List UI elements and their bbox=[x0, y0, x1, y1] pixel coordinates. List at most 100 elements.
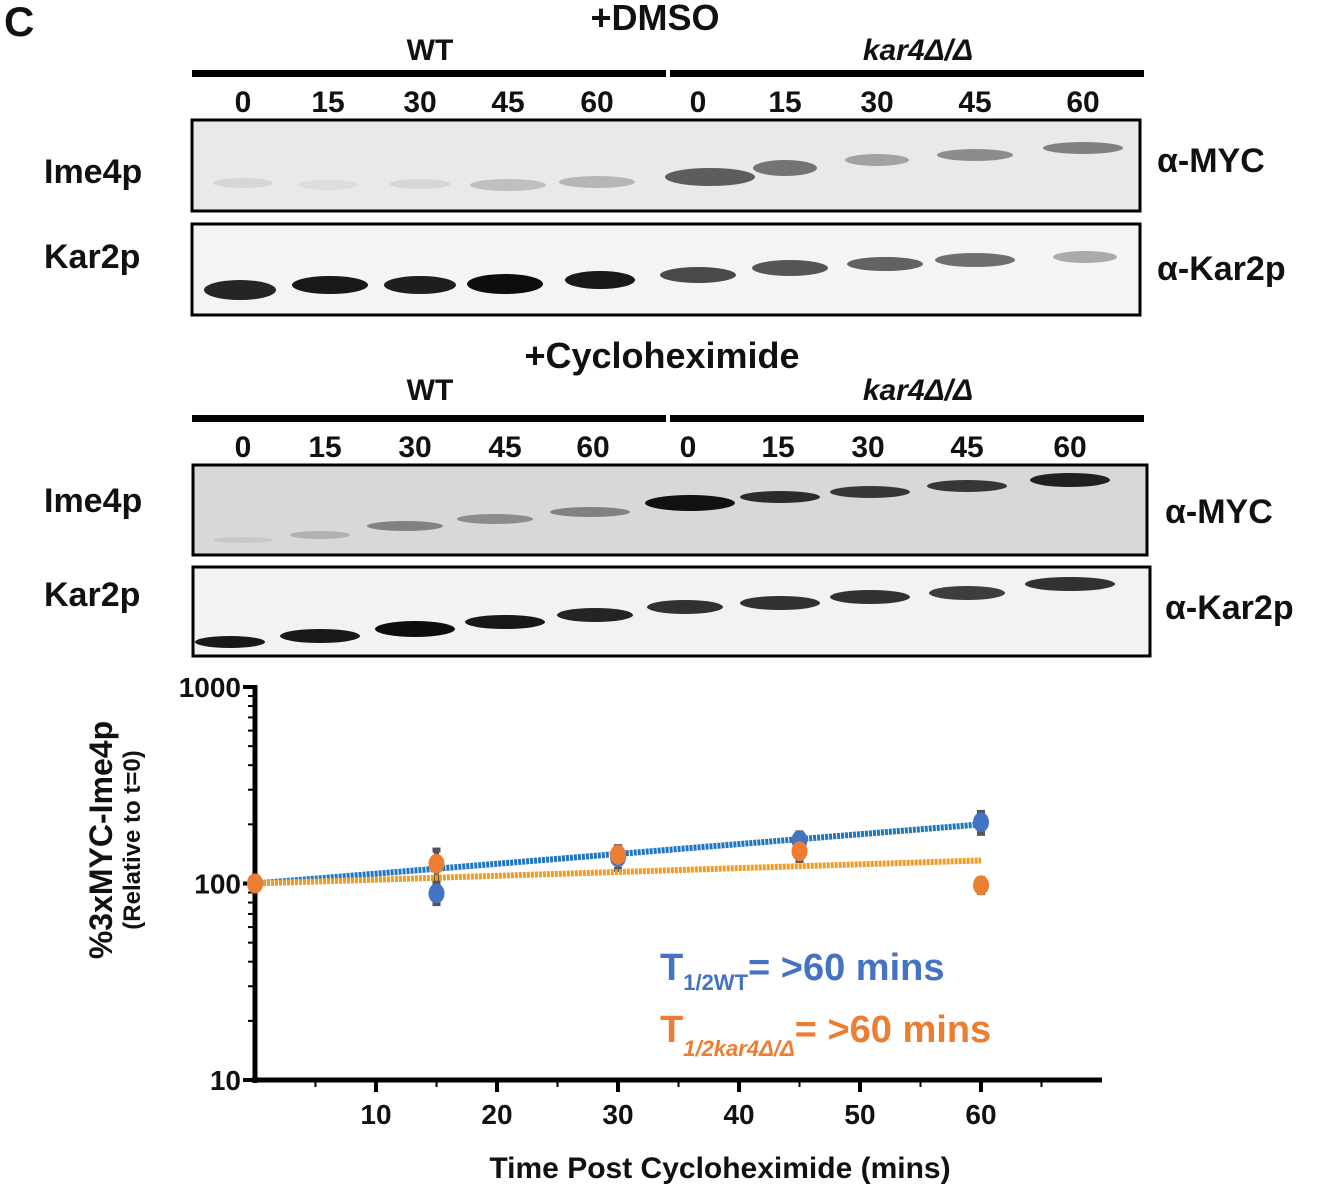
protein-band bbox=[830, 486, 910, 498]
group-label-kar4: kar4Δ/Δ bbox=[863, 34, 973, 67]
x-tick-label: 40 bbox=[723, 1099, 754, 1130]
blot-membrane bbox=[190, 118, 1142, 213]
y-tick-label: 100 bbox=[194, 869, 241, 900]
lane-label: 15 bbox=[768, 86, 801, 119]
blot-membrane bbox=[190, 222, 1142, 317]
protein-band bbox=[752, 260, 828, 276]
lane-label: 15 bbox=[311, 86, 344, 119]
lane-label: 0 bbox=[235, 86, 252, 119]
annotation-kar4-half-life: T1/2kar4Δ/Δ= >60 mins bbox=[660, 1009, 991, 1061]
half-life-chart: 10 100 1000 10 20 30 40 50 60 %3xMYC-Ime4p (Rela… bbox=[83, 672, 1102, 1185]
protein-band bbox=[457, 514, 533, 524]
data-point bbox=[791, 841, 808, 862]
antibody-label-myc: α-MYC bbox=[1157, 142, 1265, 180]
lane-label: 30 bbox=[403, 86, 436, 119]
data-point bbox=[610, 844, 626, 865]
treatment-label: +DMSO bbox=[590, 0, 719, 38]
x-tick-label: 60 bbox=[965, 1099, 996, 1130]
group-bar-kar4 bbox=[670, 415, 1144, 422]
treatment-label: +Cycloheximide bbox=[524, 335, 799, 376]
protein-band bbox=[213, 178, 273, 188]
x-tick-label: 10 bbox=[360, 1099, 391, 1130]
y-tick-label: 1000 bbox=[179, 672, 241, 703]
annotation-wt-half-life: T1/2WT= >60 mins bbox=[660, 947, 944, 995]
data-point bbox=[973, 812, 989, 833]
protein-band bbox=[937, 149, 1013, 161]
lane-label: 0 bbox=[690, 86, 707, 119]
group-label-wt: WT bbox=[407, 34, 454, 67]
protein-band bbox=[927, 480, 1007, 492]
protein-band bbox=[660, 267, 736, 283]
protein-band bbox=[645, 495, 735, 511]
x-tick-label: 50 bbox=[844, 1099, 875, 1130]
antibody-label-myc: α-MYC bbox=[1165, 493, 1273, 531]
protein-band bbox=[665, 168, 755, 186]
lane-label: 45 bbox=[491, 86, 524, 119]
lane-label: 30 bbox=[851, 431, 884, 464]
protein-band bbox=[367, 521, 443, 531]
protein-band bbox=[550, 507, 630, 517]
group-bar-wt bbox=[192, 415, 666, 422]
protein-band bbox=[740, 596, 820, 610]
protein-band bbox=[280, 629, 360, 643]
protein-band bbox=[845, 154, 909, 166]
protein-band bbox=[559, 176, 635, 188]
protein-band bbox=[1043, 142, 1123, 154]
lane-label: 30 bbox=[860, 86, 893, 119]
protein-band bbox=[1025, 577, 1115, 591]
row-label-kar2p: Kar2p bbox=[44, 576, 140, 614]
x-tick-label: 20 bbox=[481, 1099, 512, 1130]
protein-band bbox=[935, 253, 1015, 267]
data-point bbox=[428, 853, 445, 874]
protein-band bbox=[1030, 473, 1110, 487]
antibody-label-kar2p: α-Kar2p bbox=[1157, 250, 1286, 288]
data-point bbox=[247, 873, 263, 894]
blot-cycloheximide: +Cycloheximide WT kar4Δ/Δ 0 15 30 45 60 0 15 30… bbox=[44, 335, 1294, 658]
protein-band bbox=[1053, 251, 1117, 263]
group-label-kar4: kar4Δ/Δ bbox=[863, 374, 973, 407]
protein-band bbox=[740, 491, 820, 503]
lane-label: 60 bbox=[1053, 431, 1086, 464]
protein-band bbox=[753, 160, 817, 176]
lane-label: 45 bbox=[488, 431, 521, 464]
x-axis-label: Time Post Cycloheximide (mins) bbox=[489, 1152, 950, 1185]
y-axis-label: %3xMYC-Ime4p bbox=[83, 721, 119, 959]
group-label-wt: WT bbox=[407, 374, 454, 407]
lane-label: 30 bbox=[398, 431, 431, 464]
protein-band bbox=[292, 276, 368, 294]
protein-band bbox=[204, 280, 276, 300]
data-point bbox=[428, 883, 445, 904]
lane-label: 45 bbox=[950, 431, 983, 464]
protein-band bbox=[213, 537, 273, 543]
protein-band bbox=[847, 257, 923, 271]
protein-band bbox=[557, 608, 633, 622]
protein-band bbox=[298, 180, 358, 190]
protein-band bbox=[830, 590, 910, 604]
y-axis-sublabel: (Relative to t=0) bbox=[119, 750, 146, 929]
antibody-label-kar2p: α-Kar2p bbox=[1165, 589, 1294, 627]
fit-line bbox=[254, 857, 982, 887]
lane-label: 60 bbox=[580, 86, 613, 119]
lane-label: 60 bbox=[1066, 86, 1099, 119]
protein-band bbox=[647, 600, 723, 614]
group-bar-wt bbox=[192, 70, 666, 77]
data-point bbox=[973, 875, 989, 896]
lane-label: 45 bbox=[958, 86, 991, 119]
protein-band bbox=[470, 179, 546, 191]
row-label-ime4p: Ime4p bbox=[44, 153, 142, 191]
protein-band bbox=[465, 615, 545, 629]
x-tick-label: 30 bbox=[602, 1099, 633, 1130]
protein-band bbox=[290, 531, 350, 539]
protein-band bbox=[565, 271, 635, 289]
lane-label: 60 bbox=[576, 431, 609, 464]
blot-dmso: +DMSO WT kar4Δ/Δ 0 15 30 45 60 0 15 30 45 60 Ime4… bbox=[44, 0, 1286, 317]
protein-band bbox=[195, 636, 265, 648]
protein-band bbox=[384, 276, 456, 294]
lane-label: 15 bbox=[761, 431, 794, 464]
y-tick-label: 10 bbox=[210, 1065, 241, 1096]
protein-band bbox=[929, 586, 1005, 600]
lane-label: 0 bbox=[235, 431, 252, 464]
protein-band bbox=[375, 621, 455, 637]
protein-band bbox=[390, 179, 450, 189]
